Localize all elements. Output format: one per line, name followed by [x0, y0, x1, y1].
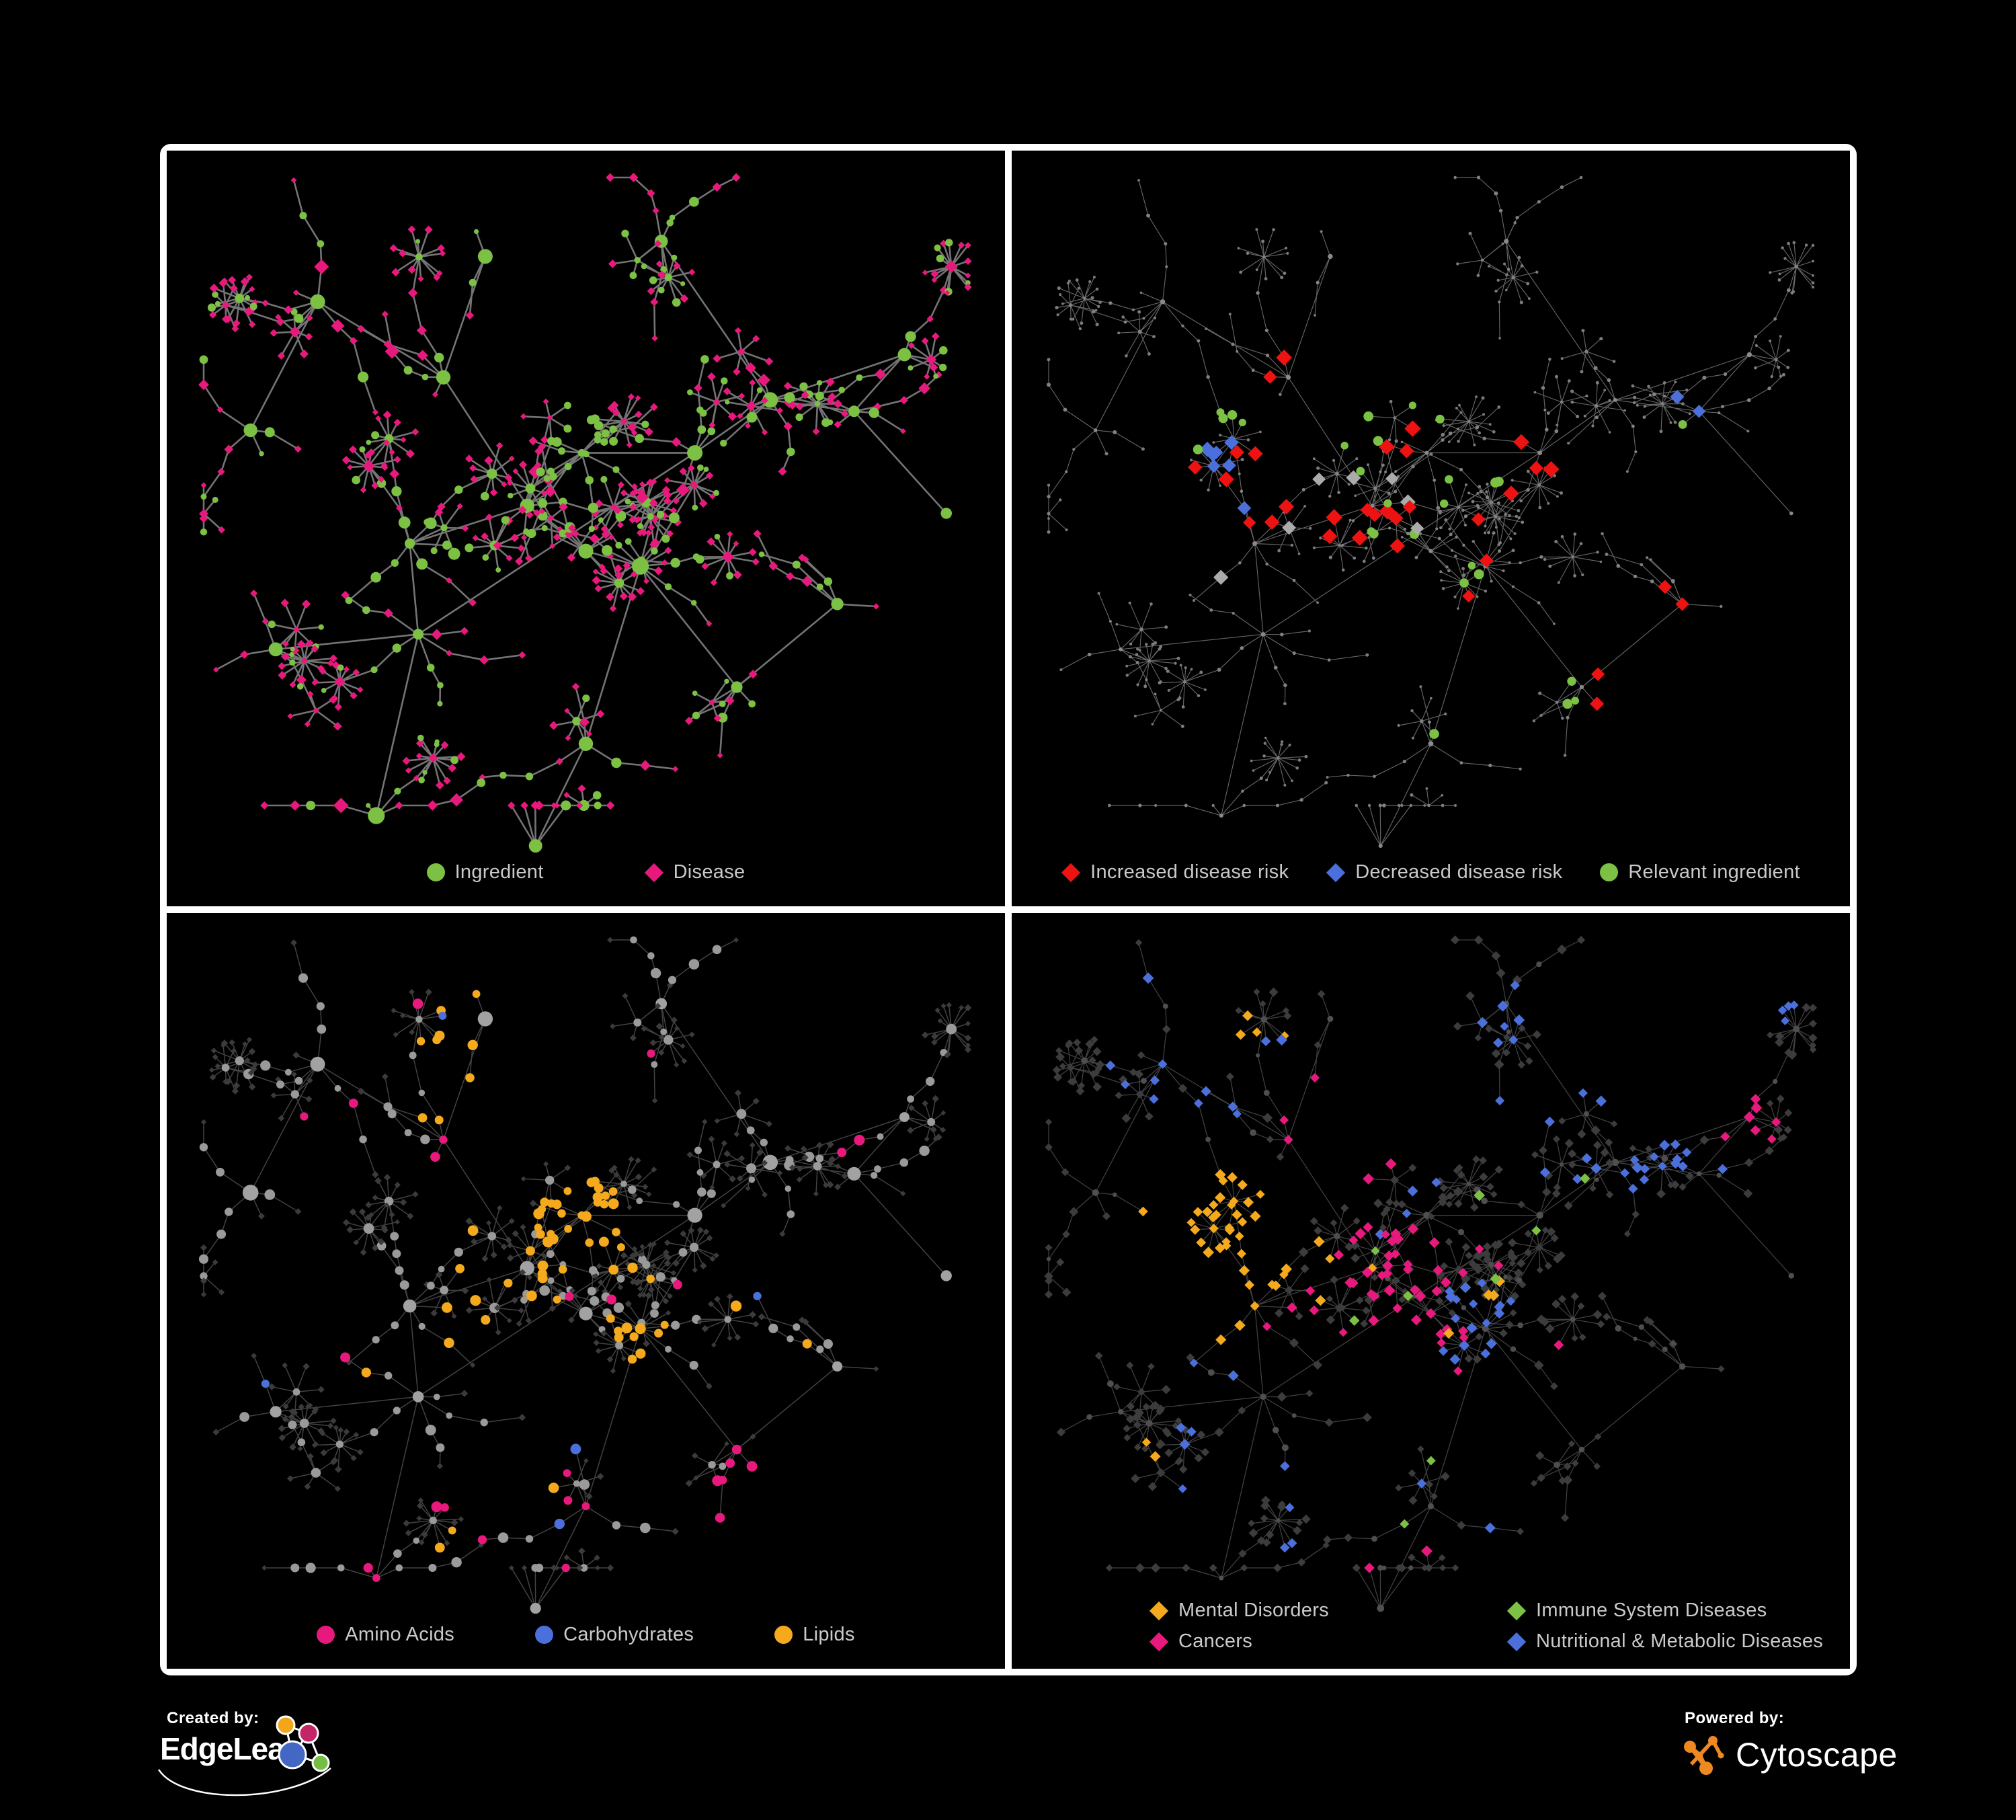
- legend-label-mental-disorders: Mental Disorders: [1178, 1599, 1329, 1621]
- legend-item-disease: Disease: [644, 861, 745, 883]
- legend-label-immune-diseases: Immune System Diseases: [1536, 1599, 1767, 1621]
- panel-compound-classes: Amino Acids Carbohydrates Lipids: [167, 913, 1005, 1669]
- ingredient-marker-icon: [426, 863, 445, 881]
- powered-by-label: Powered by:: [1685, 1709, 1785, 1727]
- panel-ingredient-disease: Ingredient Disease: [167, 151, 1005, 906]
- legend-label-cancers: Cancers: [1178, 1630, 1253, 1652]
- cancers-marker-icon: [1149, 1632, 1169, 1651]
- legend-item-carbohydrates: Carbohydrates: [535, 1624, 694, 1646]
- cytoscape-brand-row: Cytoscape: [1682, 1733, 1898, 1776]
- network-ingredient-disease: [198, 173, 972, 853]
- legend-label-increased-risk: Increased disease risk: [1090, 861, 1289, 883]
- mental-disorders-marker-icon: [1149, 1601, 1169, 1620]
- legend-disease-risk: Increased disease risk Decreased disease…: [1012, 861, 1850, 883]
- legend-disease-categories: Mental Disorders Immune System Diseases …: [1149, 1599, 1824, 1653]
- panel-disease-categories: Mental Disorders Immune System Diseases …: [1012, 913, 1850, 1669]
- amino-acids-marker-icon: [317, 1626, 335, 1644]
- edgeleap-orange-node: [276, 1715, 296, 1735]
- legend-item-ingredient: Ingredient: [426, 861, 544, 883]
- legend-label-nutritional-metabolic: Nutritional & Metabolic Diseases: [1536, 1630, 1824, 1652]
- powered-by-block: Powered by: Cytoscape: [1682, 1709, 1898, 1776]
- legend-item-increased-risk: Increased disease risk: [1061, 861, 1289, 883]
- legend-ingredient-disease: Ingredient Disease: [167, 861, 1005, 883]
- network-compound-classes: [198, 936, 972, 1614]
- legend-label-ingredient: Ingredient: [454, 861, 544, 883]
- network-disease-categories: [1044, 935, 1818, 1612]
- legend-label-amino-acids: Amino Acids: [345, 1624, 455, 1645]
- edgeleap-logo-icon: [276, 1715, 330, 1772]
- legend-item-nutritional-metabolic: Nutritional & Metabolic Diseases: [1506, 1630, 1824, 1653]
- legend-item-amino-acids: Amino Acids: [317, 1624, 454, 1646]
- edgeleap-blue-node: [278, 1740, 307, 1770]
- legend-label-lipids: Lipids: [803, 1624, 855, 1645]
- figure-grid: Ingredient Disease Increased disease ris…: [160, 144, 1857, 1675]
- disease-marker-icon: [644, 863, 663, 882]
- legend-label-disease: Disease: [673, 861, 745, 883]
- edgeleap-magenta-node: [298, 1723, 319, 1744]
- cytoscape-logo-icon: [1684, 1736, 1724, 1775]
- legend-label-decreased-risk: Decreased disease risk: [1355, 861, 1563, 883]
- edgeleap-brand-row: EdgeLeap: [157, 1715, 382, 1796]
- increased-risk-marker-icon: [1061, 863, 1081, 882]
- edgeleap-green-node: [311, 1753, 330, 1772]
- network-disease-risk: [1047, 175, 1815, 848]
- legend-item-lipids: Lipids: [774, 1624, 855, 1646]
- legend-label-carbohydrates: Carbohydrates: [563, 1624, 694, 1645]
- panel-disease-risk: Increased disease risk Decreased disease…: [1012, 151, 1850, 906]
- cytoscape-wordmark: Cytoscape: [1736, 1736, 1898, 1774]
- immune-diseases-marker-icon: [1506, 1601, 1527, 1620]
- relevant-ingredient-marker-icon: [1600, 863, 1619, 881]
- legend-item-immune-diseases: Immune System Diseases: [1506, 1599, 1823, 1622]
- legend-item-relevant-ingredient: Relevant ingredient: [1600, 861, 1800, 883]
- created-by-block: Created by: EdgeLeap: [157, 1709, 382, 1810]
- created-by-label: Created by:: [167, 1709, 259, 1727]
- legend-item-decreased-risk: Decreased disease risk: [1326, 861, 1562, 883]
- nutritional-metabolic-marker-icon: [1506, 1632, 1527, 1651]
- legend-label-relevant-ingredient: Relevant ingredient: [1628, 861, 1800, 883]
- legend-item-mental-disorders: Mental Disorders: [1149, 1599, 1507, 1622]
- lipids-marker-icon: [774, 1626, 793, 1644]
- legend-compound-classes: Amino Acids Carbohydrates Lipids: [167, 1624, 1005, 1646]
- legend-item-cancers: Cancers: [1149, 1630, 1507, 1653]
- decreased-risk-marker-icon: [1326, 863, 1346, 882]
- cytoscape-logo-nodes: [1684, 1736, 1724, 1775]
- carbohydrates-marker-icon: [535, 1626, 554, 1644]
